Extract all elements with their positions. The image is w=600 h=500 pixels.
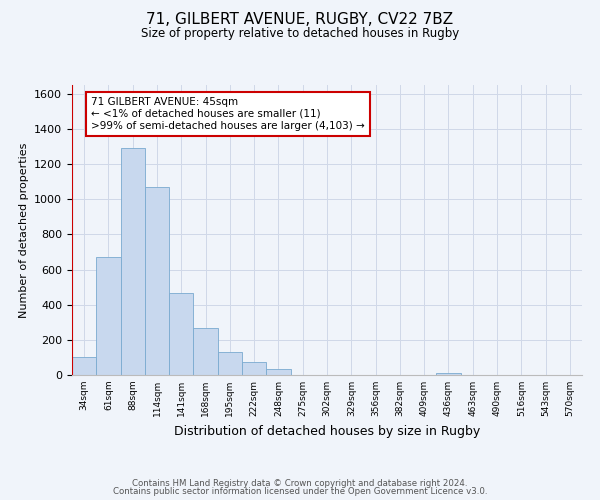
Text: Contains public sector information licensed under the Open Government Licence v3: Contains public sector information licen… [113,487,487,496]
Bar [266,369,290,375]
Bar [169,294,193,375]
Y-axis label: Number of detached properties: Number of detached properties [19,142,29,318]
Text: 71 GILBERT AVENUE: 45sqm
← <1% of detached houses are smaller (11)
>99% of semi-: 71 GILBERT AVENUE: 45sqm ← <1% of detach… [91,98,365,130]
Text: Contains HM Land Registry data © Crown copyright and database right 2024.: Contains HM Land Registry data © Crown c… [132,478,468,488]
Bar [72,358,96,375]
Text: 71, GILBERT AVENUE, RUGBY, CV22 7BZ: 71, GILBERT AVENUE, RUGBY, CV22 7BZ [146,12,454,28]
Bar [145,187,169,375]
Bar [96,257,121,375]
X-axis label: Distribution of detached houses by size in Rugby: Distribution of detached houses by size … [174,424,480,438]
Bar [218,352,242,375]
Bar [436,373,461,375]
Text: Size of property relative to detached houses in Rugby: Size of property relative to detached ho… [141,28,459,40]
Bar [242,362,266,375]
Bar [121,148,145,375]
Bar [193,328,218,375]
